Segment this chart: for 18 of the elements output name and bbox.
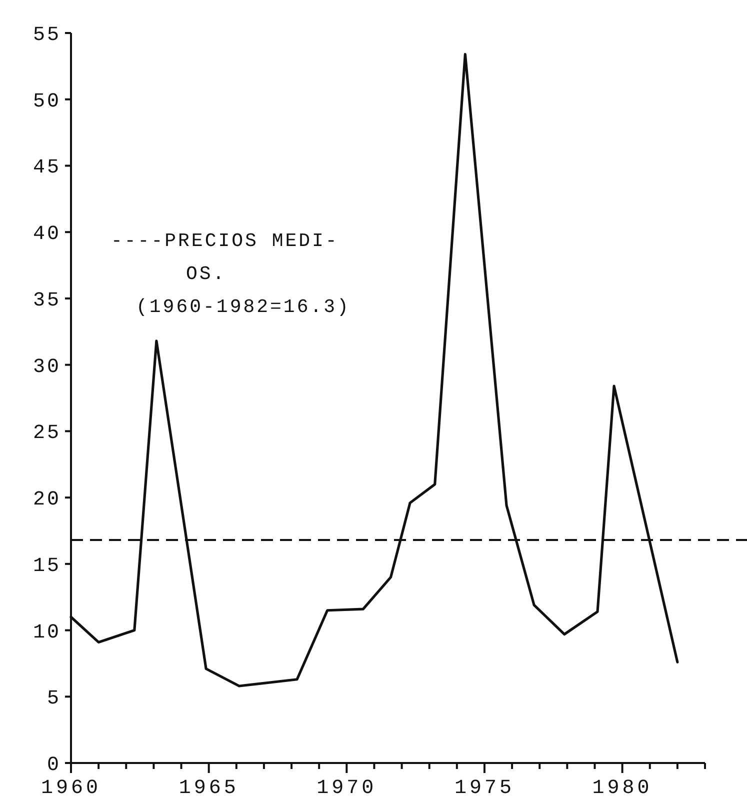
y-tick-label: 40 — [32, 223, 61, 246]
y-tick-label: 50 — [32, 90, 61, 114]
x-tick-label: 1965 — [178, 777, 239, 800]
y-tick-label: 45 — [32, 156, 61, 180]
x-tick-label: 1960 — [40, 777, 102, 800]
y-tick-label: 5 — [46, 688, 61, 711]
y-tick-label: 20 — [32, 488, 61, 512]
y-tick-label: 15 — [32, 554, 61, 578]
y-tick-label: 10 — [32, 621, 61, 644]
x-tick-label: 1980 — [592, 777, 652, 800]
x-tick-label: 1970 — [316, 777, 377, 800]
y-tick-label: 0 — [46, 754, 61, 777]
y-tick-label: 35 — [32, 289, 61, 312]
annotation: ----PRECIOS MEDI- OS. (1960-1982=16.3) — [111, 230, 350, 318]
y-tick-label: 30 — [32, 356, 61, 379]
y-tick-label: 55 — [32, 24, 61, 47]
y-tick-label: 25 — [32, 422, 61, 446]
x-tick-label: 1975 — [454, 777, 514, 800]
